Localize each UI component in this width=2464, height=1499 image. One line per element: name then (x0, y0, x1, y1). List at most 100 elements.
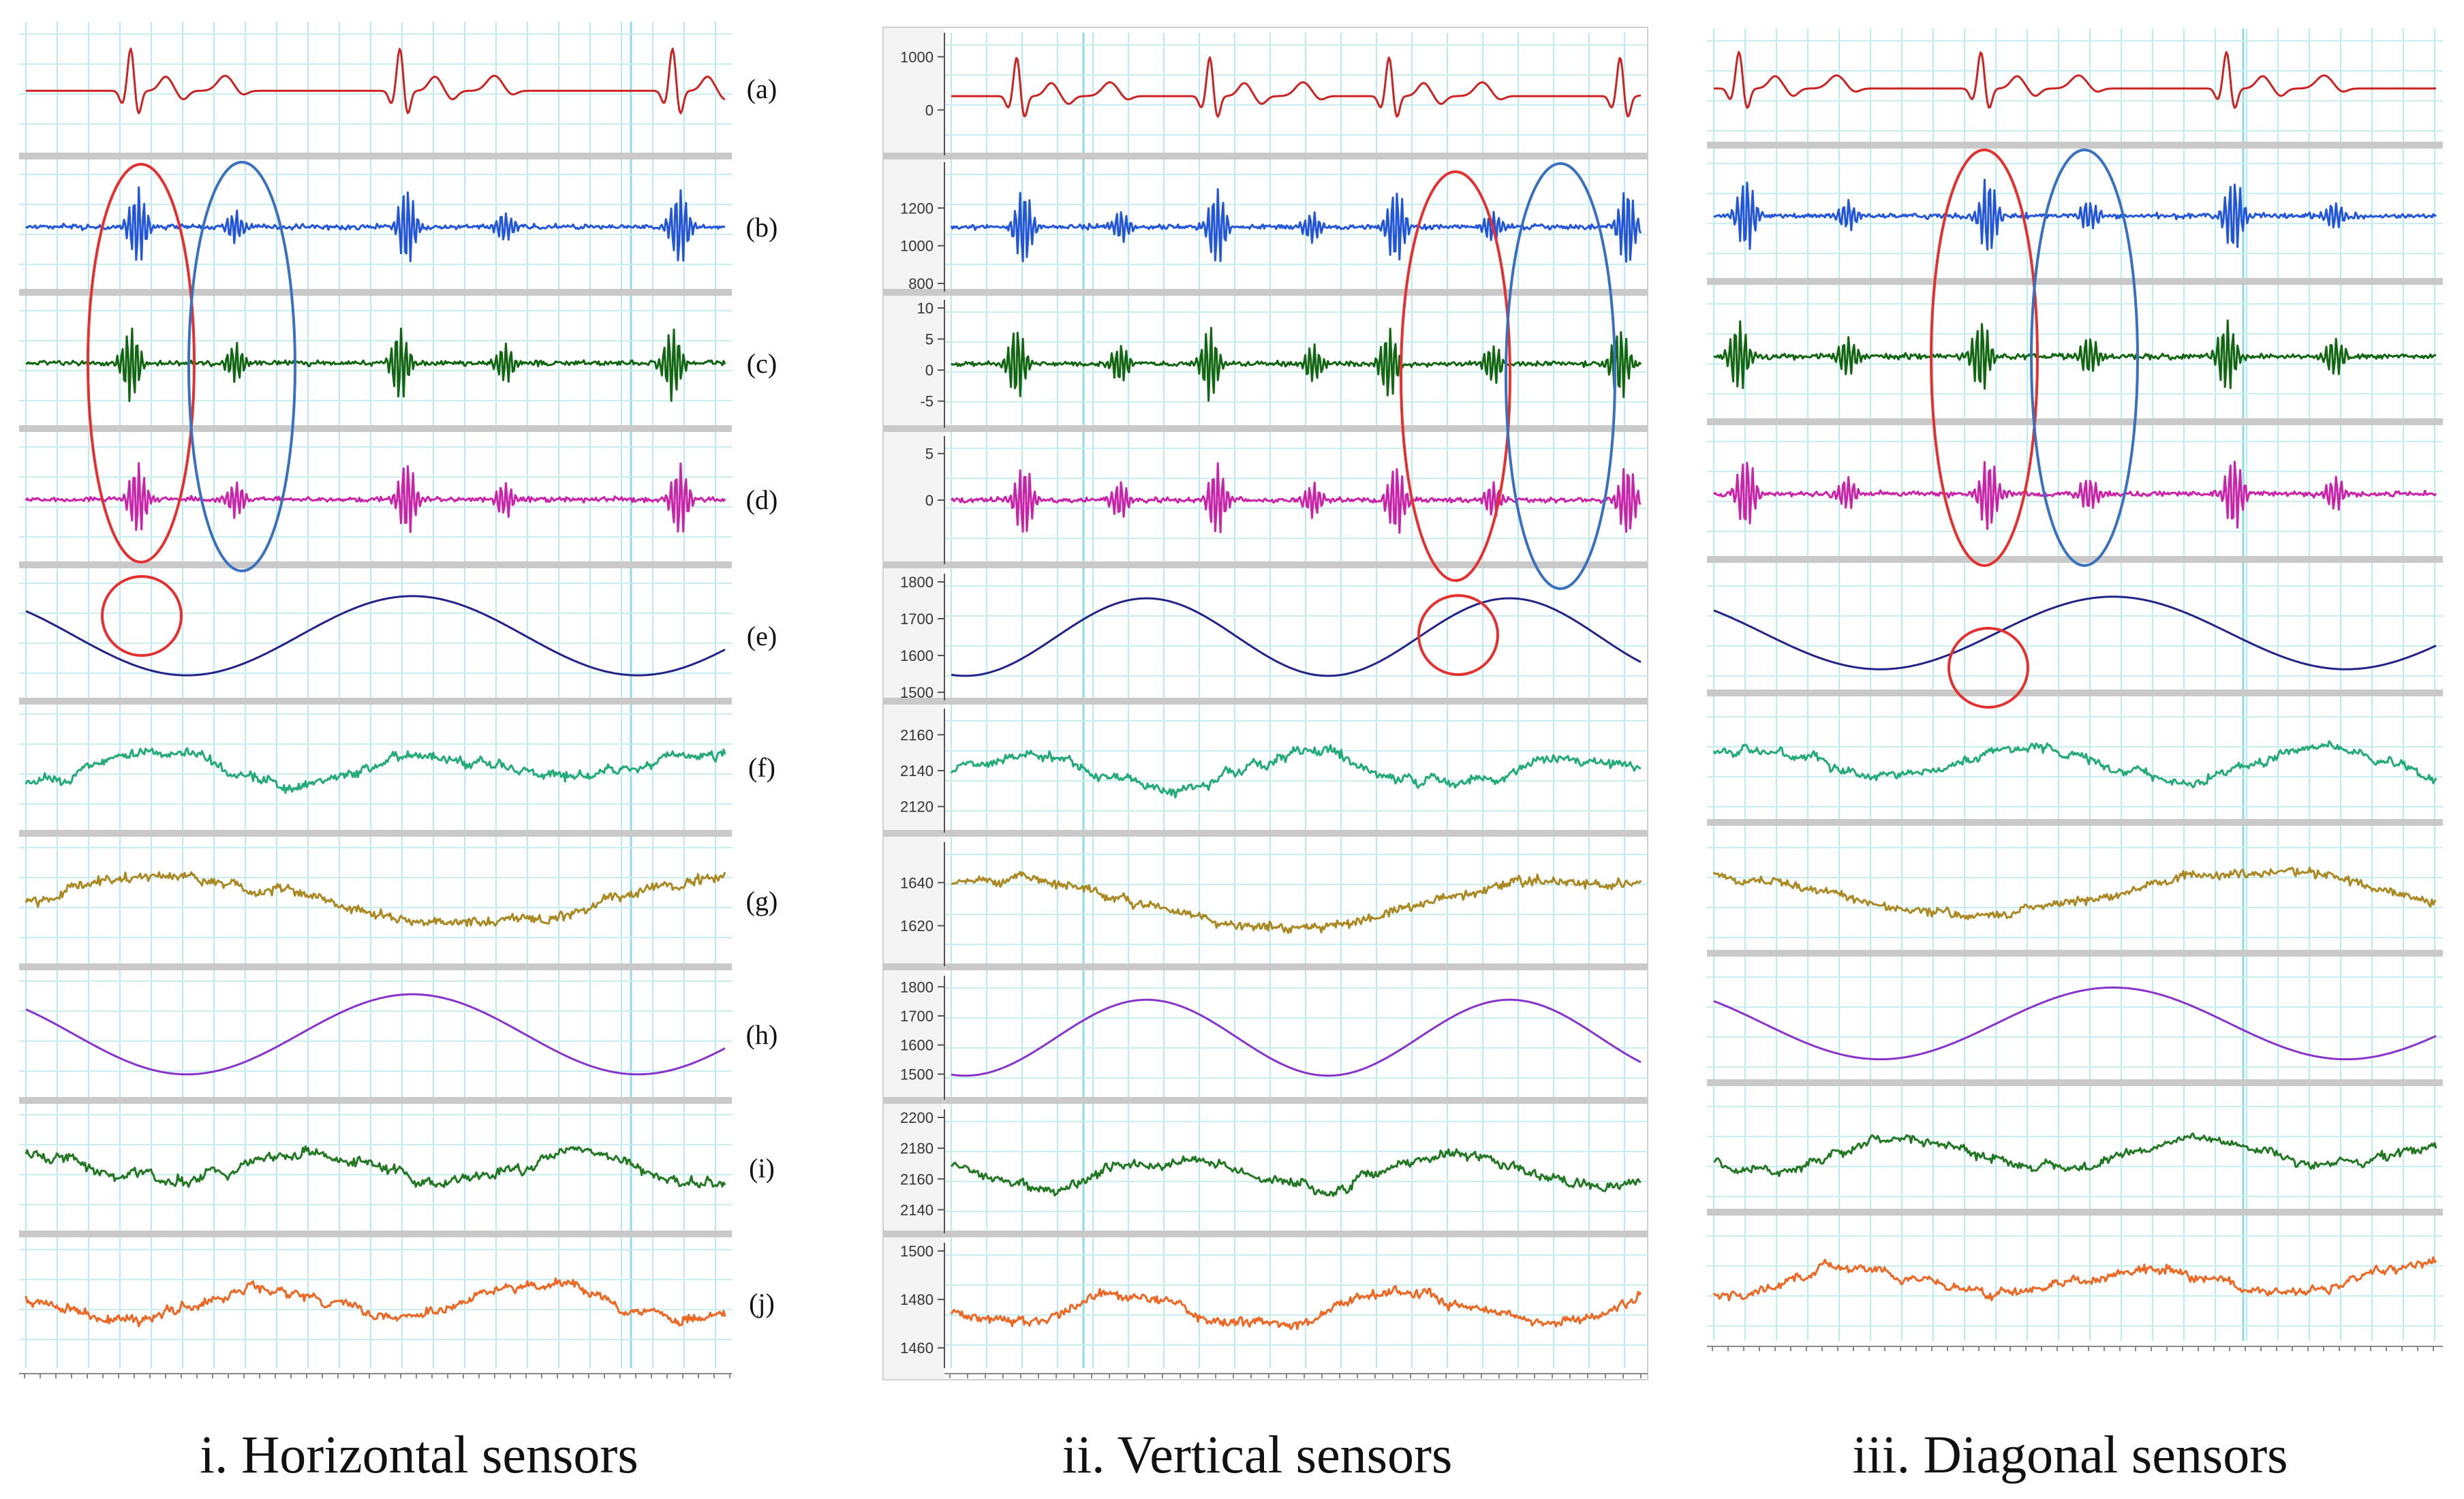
row-vertical-1: 1000 0 (883, 33, 1648, 159)
tick-label: 1700 (900, 1008, 934, 1025)
row-horizontal-5: (e) (19, 583, 777, 705)
row-separator (883, 153, 1648, 159)
panel-horizontal: (a) (b) (c) (d) (e) (f) (g) (h) (i) (j) (19, 22, 777, 1378)
row-diagonal-7 (1707, 847, 2443, 957)
series-line-diagonal-3 (1713, 319, 2437, 390)
highlight-ellipse-diagonal-9 (1947, 627, 2029, 709)
row-separator (1707, 1209, 2443, 1216)
series-line-vertical-1 (951, 56, 1642, 118)
tick-label: 1620 (900, 918, 934, 935)
row-separator (19, 1231, 732, 1237)
row-label: (f) (748, 752, 775, 783)
tick-label: 1640 (900, 874, 934, 891)
row-horizontal-7: (g) (19, 847, 778, 970)
row-diagonal-1 (1707, 40, 2443, 149)
row-diagonal-8 (1707, 976, 2443, 1086)
row-vertical-6: 2160 2140 2120 (883, 709, 1648, 837)
tick-label: 1480 (900, 1291, 934, 1308)
row-separator (19, 153, 732, 159)
row-diagonal-4 (1707, 441, 2443, 563)
tick-label: 1200 (900, 200, 934, 217)
series-line-vertical-9 (950, 1148, 1642, 1197)
series-line-horizontal-5 (25, 595, 726, 677)
row-horizontal-9: (i) (19, 1114, 775, 1237)
row-separator (19, 1097, 732, 1104)
tick-label: 0 (925, 102, 934, 119)
row-label: (a) (747, 74, 777, 104)
row-vertical-2: 1200 1000 800 (883, 162, 1648, 296)
tick-label: 5 (925, 331, 934, 348)
row-horizontal-1: (a) (19, 33, 777, 159)
tick-label: 5 (925, 446, 934, 463)
series-line-vertical-5 (951, 597, 1642, 677)
row-horizontal-8: (h) (19, 980, 778, 1104)
tick-label: -5 (920, 393, 934, 410)
series-line-vertical-2 (950, 188, 1642, 263)
series-line-vertical-8 (951, 998, 1642, 1077)
row-label: (i) (749, 1153, 775, 1184)
series-line-horizontal-4 (25, 462, 726, 534)
tick-label: 2140 (900, 1201, 934, 1218)
row-separator (19, 830, 732, 837)
series-line-diagonal-4 (1713, 461, 2437, 530)
row-separator (1707, 142, 2443, 149)
row-vertical-4: 50 (883, 436, 1648, 568)
row-diagonal-10 (1707, 1235, 2443, 1327)
row-horizontal-2: (b) (19, 174, 777, 296)
tick-label: 2160 (900, 1171, 934, 1188)
row-label: (b) (746, 212, 778, 243)
tick-label: 1500 (900, 1243, 934, 1260)
row-diagonal-9 (1707, 1106, 2443, 1216)
row-vertical-5: 1800 1700 1600 1500 (883, 574, 1648, 705)
highlight-ellipse-horizontal-1 (87, 163, 196, 563)
row-separator (1707, 556, 2443, 563)
series-line-vertical-4 (950, 462, 1642, 534)
row-separator (1707, 950, 2443, 957)
series-line-vertical-7 (951, 871, 1642, 934)
row-separator (19, 289, 732, 296)
series-line-horizontal-10 (25, 1277, 726, 1327)
series-line-horizontal-8 (25, 993, 726, 1076)
tick-label: 0 (925, 362, 934, 379)
panel-vertical: 10000120010008001050-5501800170016001500… (882, 27, 1648, 1380)
row-vertical-7: 1640 1620 (883, 842, 1648, 970)
row-vertical-3: 10 5 0 -5 (883, 300, 1648, 432)
highlight-ellipse-vertical-6 (1417, 594, 1499, 676)
tick-label: 0 (925, 492, 934, 509)
row-separator (1707, 690, 2443, 696)
series-line-vertical-6 (950, 744, 1642, 799)
tick-label: 2200 (900, 1109, 934, 1126)
row-diagonal-3 (1707, 303, 2443, 425)
row-separator (883, 1097, 1648, 1104)
row-diagonal-2 (1707, 163, 2443, 285)
tick-label: 1500 (900, 684, 934, 701)
row-vertical-8: 1800 1700 1600 1500 (883, 976, 1648, 1104)
tick-label: 1460 (900, 1340, 934, 1357)
row-horizontal-6: (f) (19, 713, 775, 837)
row-label: (d) (746, 484, 778, 515)
series-line-diagonal-5 (1713, 596, 2437, 670)
tick-label: 1800 (900, 978, 934, 995)
panel-diagonal (1707, 29, 2443, 1351)
series-line-horizontal-3 (25, 327, 726, 403)
series-line-diagonal-2 (1714, 179, 2437, 251)
tick-label: 1700 (900, 611, 934, 628)
row-separator (883, 289, 1648, 296)
highlight-ellipse-horizontal-2 (187, 161, 296, 572)
series-line-diagonal-10 (1712, 1256, 2437, 1301)
row-label: (g) (746, 886, 778, 916)
tick-label: 10 (917, 300, 934, 317)
series-line-horizontal-2 (25, 186, 726, 262)
caption-diagonal: iii. Diagonal sensors (1852, 1425, 2288, 1484)
tick-label: 2120 (900, 799, 934, 816)
row-label: (h) (746, 1019, 778, 1050)
tick-label: 2180 (900, 1140, 934, 1157)
row-label: (e) (747, 621, 777, 651)
tick-label: 2160 (900, 726, 934, 743)
row-separator (883, 1231, 1648, 1237)
series-line-horizontal-1 (26, 48, 726, 114)
row-diagonal-5 (1707, 585, 2443, 696)
row-separator (19, 698, 732, 705)
series-line-diagonal-8 (1713, 986, 2437, 1061)
